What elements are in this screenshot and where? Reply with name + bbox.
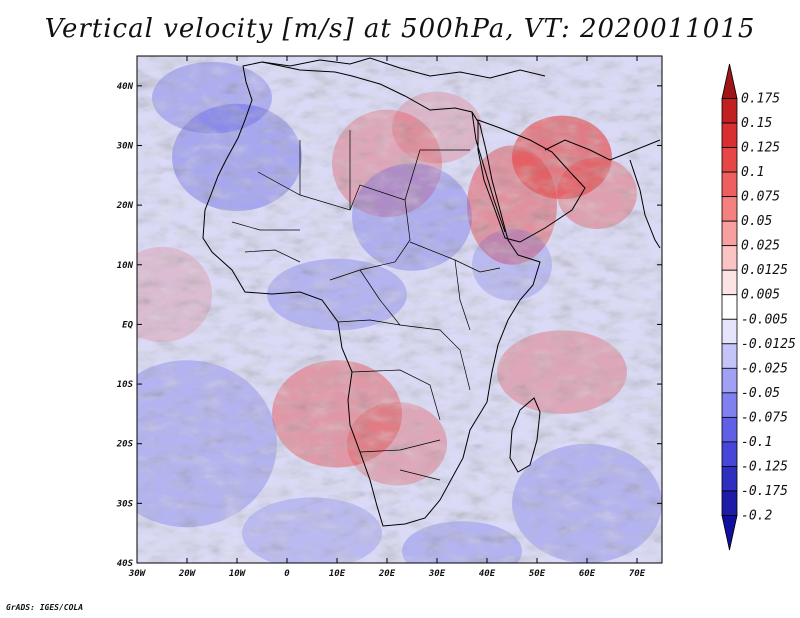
- map-ticks: 30W 20W 10W 0 10E 20E 30E 40E 50E 60E 70E 40N 30N 20N…: [116, 56, 662, 579]
- colorbar-label: 0.075: [741, 190, 780, 205]
- lat-tick-label: 40S: [117, 559, 134, 569]
- colorbar-bin: [721, 196, 738, 222]
- colorbar-bin: [721, 171, 738, 198]
- colorbar-bin: [721, 441, 738, 467]
- lat-tick-label: 30S: [116, 499, 134, 509]
- lon-tick-label: 0: [284, 569, 290, 579]
- colorbar-bin: [721, 122, 738, 148]
- colorbar-bin: [721, 98, 738, 124]
- colorbar-label: 0.025: [741, 239, 780, 254]
- europe-coast: [261, 57, 546, 79]
- colorbar-bin: [721, 220, 738, 247]
- colorbar-bin: [721, 392, 738, 418]
- colorbar-label: 0.175: [741, 92, 780, 107]
- lon-tick-label: 30E: [428, 569, 446, 579]
- colorbar-bin: [721, 318, 738, 345]
- colorbar-bin: [721, 416, 738, 443]
- lon-tick-label: 20W: [178, 569, 197, 579]
- colorbar-top-arrow: [721, 63, 738, 99]
- colorbar-label: -0.005: [741, 312, 788, 327]
- colorbar-label: -0.125: [741, 459, 788, 474]
- field-texture: [137, 56, 662, 563]
- colorbar-label: 0.05: [741, 214, 772, 229]
- coastlines: [202, 57, 661, 527]
- colorbar-label: -0.05: [741, 386, 780, 401]
- colorbar-bin: [721, 466, 738, 492]
- lon-tick-label: 40E: [479, 569, 496, 579]
- colorbar-label: 0.125: [741, 141, 780, 156]
- map-title: Vertical velocity [m/s] at 500hPa, VT: 2…: [44, 14, 756, 44]
- colorbar-label: 0.005: [741, 288, 780, 303]
- arabian-peninsula: [477, 119, 586, 243]
- lat-tick-label: 10S: [117, 380, 134, 390]
- lat-tick-label: 40N: [117, 82, 134, 92]
- colorbar-bin: [721, 269, 738, 296]
- colorbar-label: -0.025: [741, 361, 788, 376]
- lon-tick-label: 50E: [529, 569, 546, 579]
- lat-tick-label: 20N: [116, 201, 134, 211]
- colorbar-bin: [721, 245, 738, 271]
- colorbar-bin: [721, 343, 738, 369]
- india-coast: [629, 159, 661, 249]
- colorbar-bin: [721, 147, 738, 173]
- colorbar-label: -0.175: [741, 484, 788, 499]
- colorbar-bin: [721, 367, 738, 394]
- lat-tick-label: EQ: [122, 320, 133, 330]
- lon-tick-label: 70E: [629, 569, 646, 579]
- colorbar-bottom-arrow: [721, 515, 738, 551]
- lon-tick-label: 60E: [579, 569, 596, 579]
- lon-tick-label: 10E: [329, 569, 346, 579]
- colorbar-bin: [721, 294, 738, 320]
- colorbar-label: -0.2: [741, 508, 772, 523]
- border-lines: [231, 130, 501, 481]
- credit-label: GrADS: IGES/COLA: [6, 603, 84, 612]
- persian-gulf-coast: [544, 139, 661, 161]
- africa-coastline: [202, 61, 541, 527]
- madagascar: [509, 397, 541, 473]
- lat-tick-label: 10N: [117, 261, 134, 271]
- colorbar-label: 0.0125: [741, 263, 788, 278]
- lat-tick-label: 30N: [116, 141, 134, 151]
- colorbar-bin: [721, 490, 738, 516]
- map-field: [137, 56, 662, 563]
- lat-tick-label: 20S: [116, 440, 134, 450]
- lon-tick-label: 10W: [229, 569, 247, 579]
- colorbar: 0.175 0.15 0.125 0.1 0.075 0.05 0.025 0.0125 0.0…: [721, 63, 796, 551]
- colorbar-label: -0.075: [741, 410, 788, 425]
- red-sea-coast: [471, 111, 506, 233]
- colorbar-label: -0.1: [741, 435, 772, 450]
- colorbar-label: -0.0125: [741, 337, 796, 352]
- lon-tick-label: 30W: [128, 569, 147, 579]
- lon-tick-label: 20E: [378, 569, 396, 579]
- colorbar-label: 0.15: [741, 116, 772, 131]
- country-borders: [231, 130, 501, 481]
- colorbar-label: 0.1: [741, 165, 764, 180]
- map-frame: [136, 55, 663, 564]
